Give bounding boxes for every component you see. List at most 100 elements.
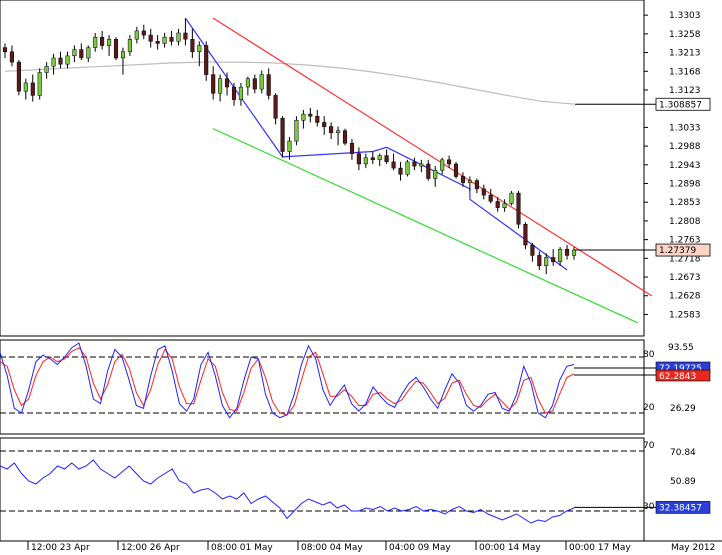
candle-down [266, 74, 271, 96]
ma-label-box [655, 97, 711, 111]
x-tick-label: 12:00 23 Apr [31, 543, 90, 553]
candle-up [571, 249, 577, 256]
candle-up [440, 159, 445, 171]
rsi-level-label: 70 [643, 441, 655, 451]
price-label-text: 1.27379 [659, 246, 696, 256]
candle-down [453, 163, 459, 177]
candle-down [384, 155, 389, 163]
candle-up [509, 192, 514, 204]
x-tick-label: 04:00 09 May [389, 543, 451, 553]
candle-up [287, 140, 292, 152]
candle-down [565, 248, 570, 256]
candle-down [523, 223, 528, 246]
candle-down [412, 161, 417, 167]
stochastic-k-line [0, 342, 575, 419]
candle-up [405, 161, 410, 175]
candle-up [127, 39, 132, 53]
candle-up [245, 78, 250, 88]
rsi-panel-frame [0, 437, 645, 542]
stochastic-k-label-text: 72.19725 [659, 364, 702, 374]
stochastic-level-label: 80 [643, 350, 655, 360]
candle-up [120, 51, 126, 59]
candle-down [349, 142, 355, 154]
candle-down [315, 115, 320, 123]
candle-down [190, 39, 195, 53]
candle-down [460, 176, 466, 183]
stochastic-y-tick-label: 93.55 [668, 343, 694, 353]
main-y-tick-label: 1.2808 [669, 217, 701, 227]
candle-down [224, 78, 230, 88]
candle-down [495, 201, 500, 208]
x-tick-label: 00:00 14 May [479, 543, 541, 553]
x-tick-label: May 2012 [671, 543, 715, 553]
axis-labels: 12:00 23 Apr 12:00 26 Apr 08:00 01 May 08:0… [27, 541, 715, 553]
candle-up [294, 120, 299, 142]
zigzag-pattern-line [184, 17, 568, 271]
candle-down [252, 78, 257, 90]
ma-label-text: 1.308857 [659, 100, 702, 110]
candle-up [218, 78, 223, 94]
main-y-tick-label: 1.2673 [669, 273, 701, 283]
rsi-label-box [655, 501, 711, 514]
main-y-tick-label: 1.2988 [669, 142, 701, 152]
candle-down [474, 180, 479, 190]
main-y-tick-label: 1.2583 [669, 310, 701, 320]
candle-down [273, 95, 278, 119]
candle-up [134, 30, 139, 40]
candle-down [447, 159, 452, 165]
main-y-tick-label: 1.2628 [669, 292, 701, 302]
candle-down [183, 32, 188, 40]
stochastic-level-label: 20 [643, 403, 655, 413]
rsi-line [0, 459, 575, 524]
candle-up [37, 72, 42, 96]
candle-down [204, 45, 209, 75]
candle-up [301, 113, 306, 121]
candle-up [259, 74, 264, 90]
rsi-y-tick-label: 50.89 [670, 477, 696, 487]
candle-up [544, 257, 549, 267]
candle-down [398, 167, 403, 175]
stochastic-d-line [0, 347, 575, 416]
candle-down [342, 130, 348, 144]
candle-up [558, 248, 563, 262]
candle-up [23, 82, 28, 92]
x-tick-label: 00:00 17 May [569, 543, 631, 553]
candle-down [2, 47, 8, 53]
candle-down [329, 126, 334, 133]
main-y-tick-label: 1.3123 [669, 86, 701, 96]
main-y-tick-label: 1.2763 [669, 236, 701, 246]
main-y-tick-label: 1.2898 [669, 179, 701, 189]
candle-down [356, 153, 361, 165]
candle-down [155, 41, 160, 44]
x-tick-label: 12:00 26 Apr [121, 543, 180, 553]
candle-down [58, 57, 63, 65]
candle-down [530, 244, 535, 256]
moving-average-line [4, 61, 575, 105]
candle-up [72, 49, 77, 57]
candle-down [308, 113, 313, 117]
candle-down [280, 117, 285, 152]
candle-down [426, 163, 431, 179]
candle-down [79, 49, 84, 59]
candle-down [551, 257, 556, 262]
stochastic-y-tick-label: 26.29 [670, 404, 696, 414]
candle-down [516, 192, 521, 225]
candle-up [336, 130, 341, 134]
x-tick-label: 08:00 01 May [211, 543, 273, 553]
candle-down [211, 74, 216, 94]
candle-up [502, 203, 507, 208]
candle-down [9, 51, 14, 63]
candle-up [419, 163, 424, 167]
candle-up [86, 47, 91, 59]
main-y-tick-label: 1.2943 [669, 161, 701, 171]
candle-up [93, 36, 98, 48]
rsi-label-text: 32.38457 [659, 503, 702, 513]
candle-down [148, 34, 153, 42]
candle-down [391, 161, 396, 169]
candle-down [322, 122, 327, 127]
candle-down [481, 188, 486, 196]
main-y-tick-label: 1.3168 [669, 67, 701, 77]
candle-down [231, 86, 237, 100]
